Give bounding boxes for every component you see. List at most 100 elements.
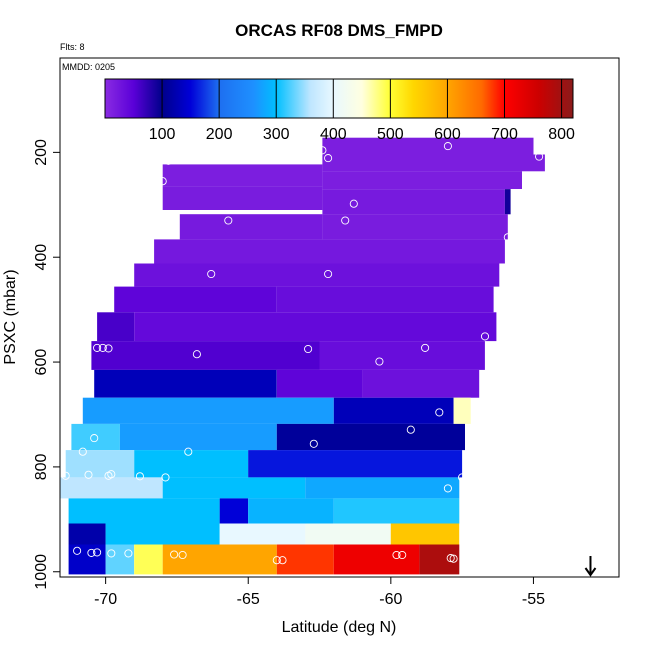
heatmap-cell (276, 423, 465, 451)
sample-point (278, 556, 287, 565)
sample-point (435, 408, 444, 417)
x-tick-label: -65 (237, 591, 260, 608)
sample-point (207, 269, 216, 279)
sample-point (93, 343, 102, 352)
colorbar-tick-label: 400 (320, 126, 347, 143)
heatmap-cell (65, 450, 135, 478)
colorbar: 100 200 300 400 500 600 700 800 (104, 78, 575, 143)
heatmap-cell (97, 312, 135, 342)
sample-point (449, 554, 458, 563)
sample-point (161, 473, 170, 482)
sample-point (224, 216, 233, 225)
colorbar-ticks: 100 200 300 400 500 600 700 800 (149, 79, 575, 143)
sample-point (170, 550, 179, 559)
sample-point (61, 471, 70, 480)
sample-point (341, 216, 350, 225)
heatmap-cell (219, 498, 249, 524)
y-tick-label: 400 (33, 244, 50, 271)
sample-point (304, 344, 313, 354)
x-tick-label: -55 (522, 591, 545, 608)
heatmap-cell (162, 477, 306, 499)
heatmap-cell (333, 397, 454, 424)
heatmap-cell (362, 369, 480, 398)
sample-point (475, 398, 484, 408)
colorbar-tick-label: 500 (377, 126, 404, 143)
heatmap-cell (276, 369, 363, 398)
sample-point (398, 550, 407, 560)
heatmap-cell (82, 397, 334, 424)
heatmap-cell (134, 263, 500, 287)
sample-point (87, 548, 96, 557)
sample-point (164, 156, 173, 165)
heatmap-cell (248, 498, 334, 524)
heatmap-cell (248, 450, 463, 478)
heatmap-cell (276, 544, 334, 575)
heatmap-cell (322, 214, 508, 240)
date-note: MMDD: 0205 (62, 62, 115, 72)
heatmap-cell (68, 498, 220, 524)
x-axis: -70 -65 -60 -55 (94, 577, 545, 608)
heatmap-cell (322, 154, 545, 172)
sample-point (90, 434, 99, 443)
heatmap-cell (333, 544, 420, 575)
heatmap-cell (219, 523, 306, 545)
sample-point (135, 472, 144, 481)
heatmap-cell (68, 523, 106, 545)
sample-point (443, 142, 452, 151)
heatmap-cell (319, 341, 485, 370)
heatmap-cell (162, 544, 277, 575)
plot-frame (59, 57, 620, 578)
x-tick-label: -60 (379, 591, 402, 608)
sample-point (132, 240, 142, 249)
sample-point (324, 269, 333, 279)
sample-point (124, 549, 133, 558)
sample-points (61, 142, 544, 565)
heatmap-cell (322, 171, 522, 189)
y-tick-label: 200 (33, 139, 50, 166)
sample-point (272, 556, 281, 565)
sample-point (158, 177, 167, 186)
x-tick-label: -70 (94, 591, 117, 608)
sample-point (503, 233, 512, 242)
heatmap-cell (276, 286, 494, 313)
sample-point (107, 470, 116, 479)
heatmap-cell (119, 423, 277, 451)
heatmap-cell (154, 239, 505, 264)
heatmap-cell (114, 286, 277, 313)
heatmap-layers (60, 137, 545, 575)
heatmap-cell (91, 341, 320, 370)
heatmap-cell (179, 214, 323, 240)
sample-point (392, 550, 401, 560)
arrow-marker (584, 556, 597, 577)
y-axis: 200 400 600 800 1000 (33, 139, 60, 590)
sample-point (446, 554, 455, 563)
heatmap-cell (453, 397, 471, 424)
sample-point (150, 200, 159, 209)
heatmap-cell (305, 523, 391, 545)
heatmap-cell (105, 544, 135, 575)
heatmap-cell (322, 189, 505, 215)
sample-point (458, 473, 467, 482)
colorbar-gradient (104, 78, 574, 119)
heatmap-cell (419, 544, 460, 575)
sample-point (184, 447, 193, 456)
heatmap-cell (94, 369, 277, 398)
sample-point (178, 550, 187, 560)
heatmap-cell (162, 186, 323, 210)
flights-note: Flts: 8 (60, 42, 85, 52)
heatmap-cell (322, 137, 534, 155)
y-axis-label: PSXC (mbar) (2, 269, 19, 364)
colorbar-tick-label: 200 (206, 126, 233, 143)
colorbar-tick-label: 800 (548, 126, 575, 143)
y-tick-label: 800 (33, 453, 50, 480)
sample-point (535, 152, 544, 161)
heatmap-cell (305, 477, 460, 499)
colorbar-tick-label: 600 (434, 126, 461, 143)
sample-point (104, 344, 113, 353)
sample-point (107, 549, 116, 558)
heatmap-cell (134, 544, 163, 575)
heatmap-cell (134, 450, 249, 478)
heatmap-cell (71, 423, 120, 451)
colorbar-tick-label: 700 (491, 126, 518, 143)
